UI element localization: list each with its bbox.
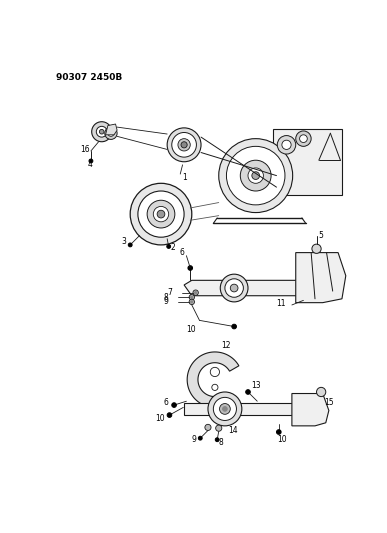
Polygon shape	[184, 280, 334, 296]
Circle shape	[199, 436, 202, 440]
Circle shape	[219, 139, 293, 213]
Circle shape	[216, 425, 222, 431]
Circle shape	[138, 191, 184, 237]
Text: 9: 9	[191, 435, 196, 444]
Text: 13: 13	[251, 381, 261, 390]
Bar	[273, 130, 342, 195]
Bar	[184, 403, 323, 415]
Circle shape	[252, 172, 260, 180]
Circle shape	[181, 142, 187, 148]
Circle shape	[213, 398, 236, 421]
Polygon shape	[292, 393, 329, 426]
Circle shape	[189, 295, 195, 300]
Circle shape	[108, 130, 114, 136]
Text: 15: 15	[324, 398, 334, 407]
Circle shape	[232, 324, 236, 329]
Circle shape	[92, 122, 112, 142]
Circle shape	[220, 274, 248, 302]
Circle shape	[312, 244, 321, 253]
Circle shape	[212, 384, 218, 391]
Circle shape	[130, 183, 192, 245]
Circle shape	[208, 392, 242, 426]
Circle shape	[282, 140, 291, 149]
Polygon shape	[296, 253, 346, 303]
Text: 4: 4	[88, 159, 93, 168]
Text: 5: 5	[319, 231, 324, 240]
Circle shape	[178, 139, 190, 151]
Circle shape	[226, 147, 285, 205]
Circle shape	[219, 403, 230, 414]
Text: 2: 2	[170, 244, 175, 253]
Text: 10: 10	[277, 435, 287, 444]
Circle shape	[300, 135, 307, 142]
Circle shape	[240, 160, 271, 191]
Circle shape	[193, 290, 199, 295]
Text: 10: 10	[187, 325, 196, 334]
Circle shape	[248, 168, 264, 183]
Text: 14: 14	[228, 426, 238, 435]
Text: 90307 2450B: 90307 2450B	[55, 73, 122, 82]
Circle shape	[276, 430, 281, 434]
Circle shape	[223, 407, 227, 411]
Text: 11: 11	[276, 299, 286, 308]
Circle shape	[195, 292, 197, 294]
Text: 1: 1	[183, 173, 187, 182]
Circle shape	[147, 200, 175, 228]
Circle shape	[167, 245, 171, 248]
Text: 3: 3	[121, 237, 126, 246]
Circle shape	[157, 210, 165, 218]
Circle shape	[89, 159, 93, 163]
Circle shape	[172, 133, 197, 157]
Circle shape	[188, 265, 193, 270]
Circle shape	[191, 301, 193, 303]
Text: 16: 16	[80, 145, 90, 154]
Circle shape	[317, 387, 326, 397]
Circle shape	[215, 438, 219, 442]
Circle shape	[128, 243, 132, 247]
Text: 6: 6	[180, 248, 184, 257]
Circle shape	[172, 403, 176, 407]
Circle shape	[296, 131, 311, 147]
Text: 9: 9	[164, 297, 169, 306]
Circle shape	[225, 279, 243, 297]
Circle shape	[105, 127, 117, 140]
Circle shape	[191, 296, 193, 298]
Polygon shape	[187, 352, 239, 407]
Circle shape	[205, 424, 211, 431]
Circle shape	[99, 130, 104, 134]
Circle shape	[189, 299, 195, 304]
Circle shape	[210, 367, 219, 377]
Text: 8: 8	[219, 438, 224, 447]
Text: 8: 8	[164, 293, 169, 302]
Text: 7: 7	[168, 288, 173, 297]
Text: 6: 6	[163, 398, 168, 407]
Circle shape	[277, 135, 296, 154]
Polygon shape	[106, 124, 117, 135]
Text: 10: 10	[156, 414, 165, 423]
Circle shape	[230, 284, 238, 292]
Text: 12: 12	[221, 341, 231, 350]
Circle shape	[96, 126, 107, 137]
Circle shape	[167, 413, 172, 417]
Circle shape	[167, 128, 201, 161]
Circle shape	[153, 206, 169, 222]
Circle shape	[246, 390, 250, 394]
